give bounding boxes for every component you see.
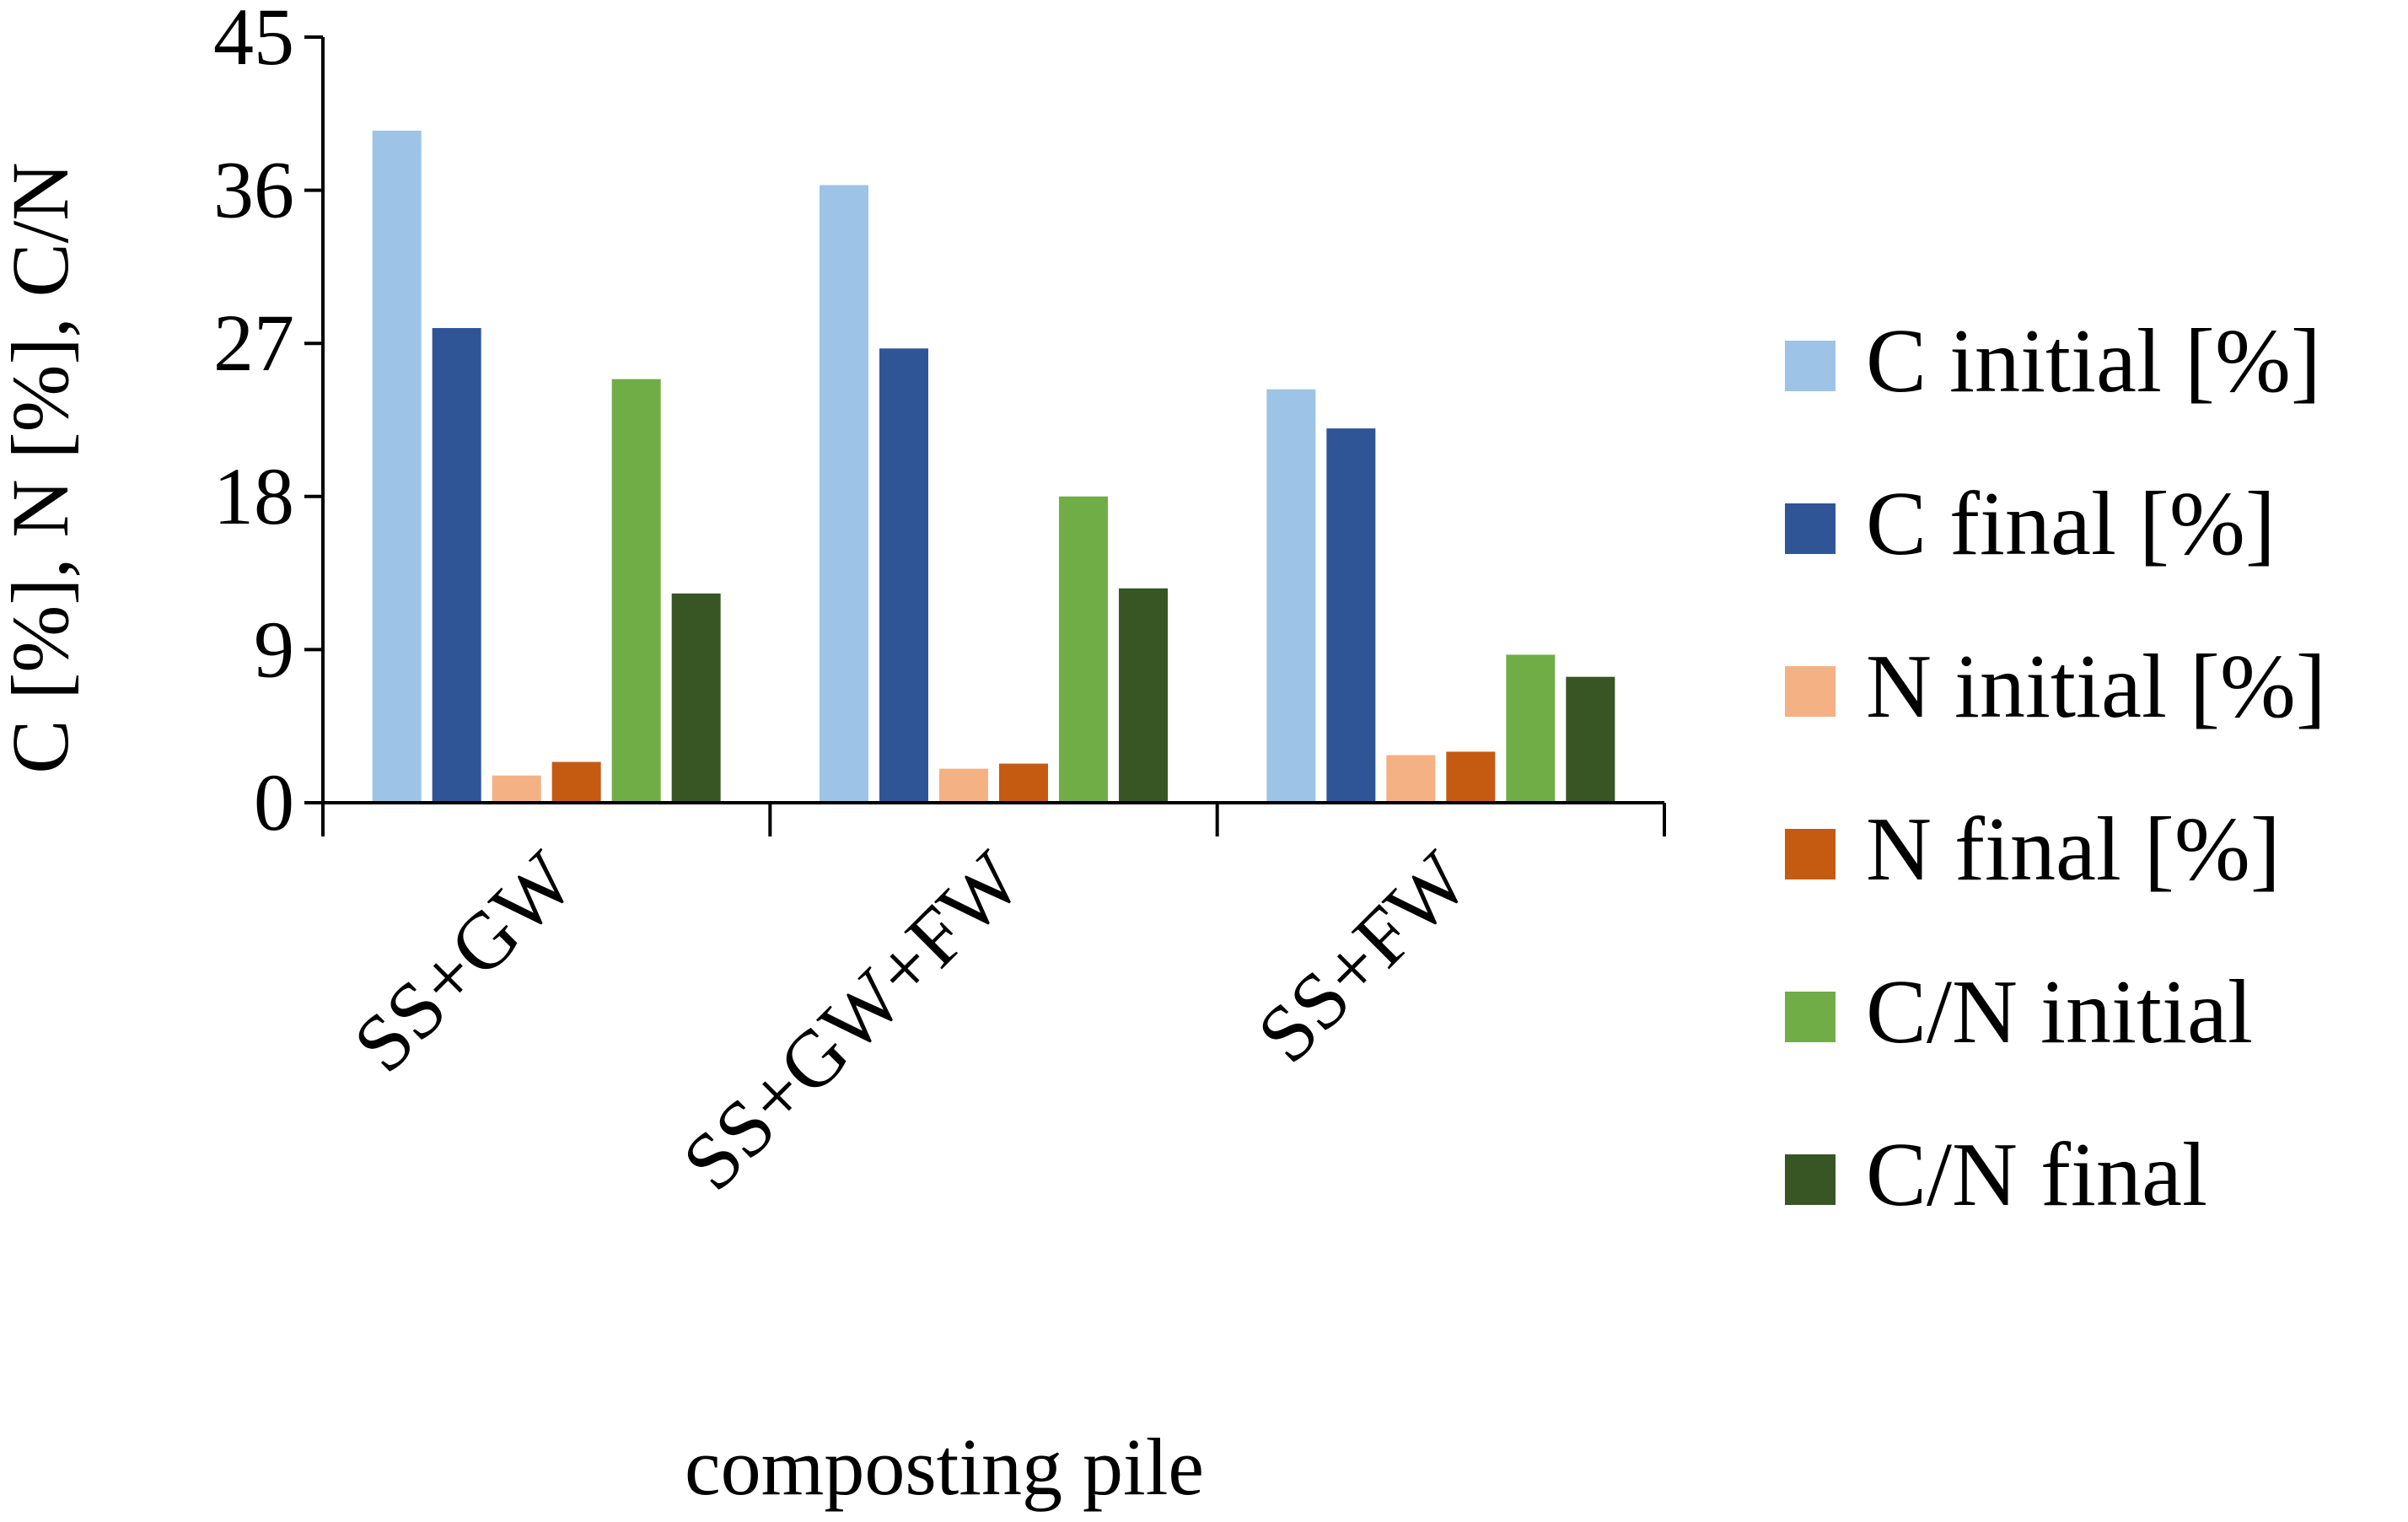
bar-n-final-ss-gw-fw [999, 763, 1048, 803]
x-tick-label: SS+GW [336, 834, 591, 1089]
bars-layer [372, 130, 1615, 804]
legend: C initial [%] C final [%] N initial [%] N f… [1785, 311, 2326, 1225]
y-tick-label: 9 [254, 604, 294, 694]
legend-swatch [1785, 992, 1836, 1042]
bar-c-final-ss-fw [1326, 428, 1376, 803]
x-axis-label: composting pile [685, 1422, 1204, 1512]
legend-label: N initial [%] [1866, 637, 2326, 737]
legend-label: C/N initial [1866, 962, 2253, 1062]
bar-c-initial-ss-gw-fw [820, 185, 868, 804]
y-tick-label: 18 [213, 451, 294, 541]
y-tick-label: 0 [254, 757, 294, 847]
ticks-layer: 0 9 18 27 36 45 SS+GW SS+GW+FW SS+FW [213, 0, 1666, 1207]
bar-c-initial-ss-gw [372, 130, 422, 803]
bar-c-n-initial-ss-gw-fw [1059, 496, 1108, 803]
y-tick-label: 27 [213, 298, 294, 388]
y-tick-label: 36 [213, 145, 294, 235]
y-tick-label: 45 [213, 0, 294, 82]
x-tick-label: SS+GW+FW [665, 834, 1039, 1207]
legend-label: N final [%] [1866, 799, 2281, 900]
legend-swatch [1785, 1154, 1836, 1205]
bar-c-n-initial-ss-fw [1506, 654, 1556, 803]
bar-n-initial-ss-gw-fw [939, 768, 988, 803]
bar-c-final-ss-gw [432, 328, 481, 803]
bar-c-n-final-ss-gw-fw [1119, 588, 1168, 803]
bar-c-n-initial-ss-gw [611, 379, 661, 803]
bar-c-n-final-ss-gw [671, 593, 721, 803]
bar-c-final-ss-gw-fw [879, 348, 928, 804]
bar-n-final-ss-gw [551, 761, 601, 803]
bar-c-n-final-ss-fw [1566, 676, 1615, 803]
y-axis-label: C [%], N [%], C/N [0, 162, 85, 773]
bar-n-final-ss-fw [1446, 751, 1496, 803]
axes-layer [321, 37, 1664, 804]
legend-swatch [1785, 341, 1836, 391]
bar-n-initial-ss-gw [492, 775, 541, 803]
legend-label: C final [%] [1866, 474, 2276, 574]
legend-swatch [1785, 666, 1836, 717]
legend-swatch [1785, 829, 1836, 879]
legend-swatch [1785, 503, 1836, 554]
x-tick-label: SS+FW [1239, 834, 1486, 1080]
legend-label: C initial [%] [1866, 311, 2321, 411]
bar-n-initial-ss-fw [1386, 755, 1436, 803]
bar-c-initial-ss-fw [1266, 389, 1316, 803]
legend-label: C/N final [1866, 1125, 2207, 1225]
